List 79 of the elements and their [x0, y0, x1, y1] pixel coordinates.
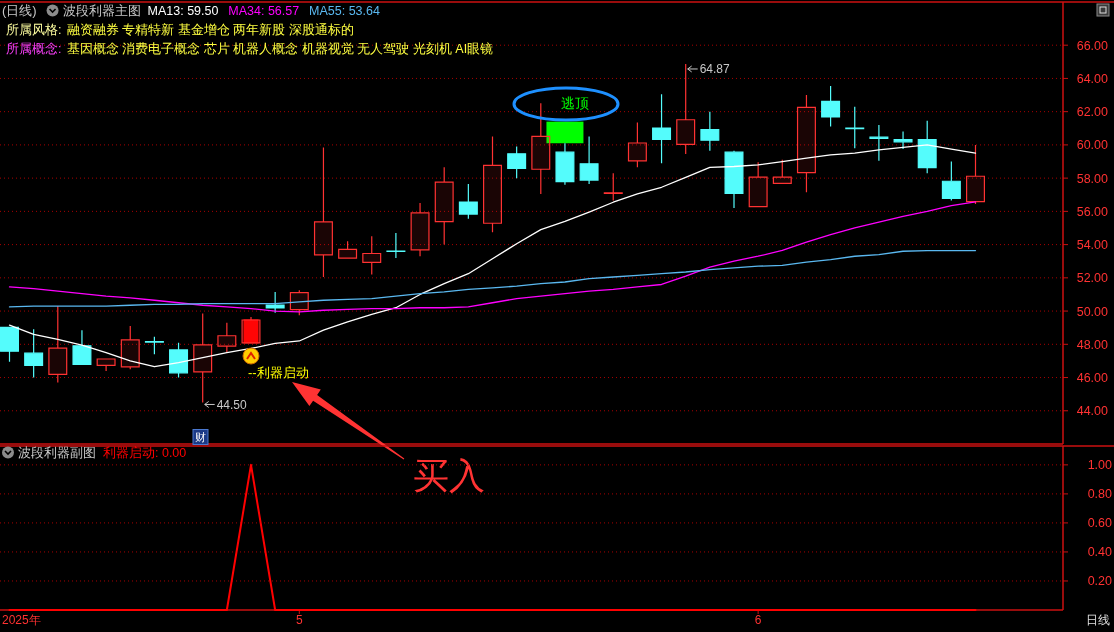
candlestick	[627, 121, 647, 168]
text: MA55: 53.64	[309, 4, 380, 18]
candlestick	[265, 291, 285, 314]
text: MA13: 59.50	[147, 4, 219, 18]
candlestick	[821, 85, 841, 128]
chart-title: 波段利器副图	[18, 445, 96, 460]
y-tick-label: 52.00	[1076, 271, 1109, 286]
candlestick	[48, 305, 68, 384]
y-tick-label: 0.40	[1087, 545, 1113, 560]
candlestick	[483, 135, 502, 233]
annotation: 所属风格:	[6, 23, 62, 37]
y-tick-label: 64.00	[1076, 71, 1109, 86]
candlestick	[96, 358, 116, 372]
candlestick	[917, 120, 937, 174]
y-tick-label: 58.00	[1076, 171, 1109, 186]
candlestick	[120, 325, 140, 370]
candlestick	[869, 124, 889, 162]
chart-title: 波段利器主图	[62, 3, 141, 18]
candlestick	[531, 102, 551, 195]
x-axis-title: 2025年	[2, 613, 41, 627]
candlestick	[434, 166, 454, 246]
candlestick	[338, 240, 358, 259]
annotation: 所属概念:	[6, 42, 62, 56]
candlestick	[796, 94, 816, 193]
y-tick-label: 44.00	[1076, 404, 1109, 419]
candlestick	[555, 142, 575, 186]
candlestick	[579, 135, 599, 185]
candlestick	[652, 93, 672, 164]
annotation: 买入	[413, 455, 485, 496]
text: 日线	[1086, 613, 1110, 627]
y-tick-label: 0.60	[1087, 516, 1113, 531]
text: MA34: 56.57	[228, 4, 300, 18]
candlestick	[72, 329, 92, 366]
candlestick	[362, 235, 382, 276]
y-tick-label: 60.00	[1076, 138, 1109, 153]
line-series	[8, 201, 977, 313]
candlestick	[966, 144, 985, 205]
annotation: 44.50	[216, 397, 248, 412]
y-tick-label: 56.00	[1076, 204, 1109, 219]
y-tick-label: 46.00	[1076, 371, 1109, 386]
candlestick	[313, 146, 333, 278]
candlestick	[507, 145, 527, 179]
candlestick	[193, 312, 213, 404]
y-tick-label: 62.00	[1076, 105, 1109, 120]
y-tick-label: 1.00	[1087, 458, 1113, 473]
candlestick	[0, 326, 19, 363]
candlestick	[845, 106, 865, 149]
candlestick	[941, 160, 961, 202]
candlestick	[24, 328, 44, 379]
y-tick-label: 0.20	[1087, 574, 1113, 589]
candlestick	[144, 336, 164, 355]
y-tick-label: 48.00	[1076, 337, 1109, 352]
candlestick	[603, 172, 623, 202]
candlestick	[217, 322, 237, 354]
annotation: 64.87	[699, 62, 731, 77]
candlestick	[724, 150, 744, 209]
x-tick-label: 6	[754, 613, 762, 627]
candlestick	[893, 131, 913, 150]
line-series	[8, 144, 977, 368]
candlestick	[772, 159, 792, 184]
y-tick-label: 66.00	[1076, 38, 1109, 53]
candlestick	[700, 111, 720, 152]
y-tick-label: 54.00	[1076, 238, 1109, 253]
candlestick	[169, 342, 189, 379]
annotation: 基因概念 消费电子概念 芯片 机器人概念 机器视觉 无人驾驶 光刻机 AI眼镜	[67, 42, 494, 56]
text: 利器启动: 0.00	[103, 445, 187, 460]
annotation: 融资融券 专精特新 基金增仓 两年新股 深股通标的	[67, 23, 354, 37]
candlestick	[458, 183, 478, 220]
annotation: 逃顶	[561, 95, 589, 111]
candlestick	[748, 161, 768, 208]
candlestick	[410, 202, 430, 257]
y-tick-label: 0.80	[1087, 487, 1113, 502]
annotation: (日线)	[2, 3, 37, 18]
candlestick	[386, 232, 406, 259]
x-tick-label: 5	[295, 613, 303, 627]
candlestick	[289, 289, 309, 316]
line-series	[8, 249, 977, 308]
y-tick-label: 50.00	[1076, 304, 1109, 319]
annotation: --利器启动	[248, 365, 309, 380]
